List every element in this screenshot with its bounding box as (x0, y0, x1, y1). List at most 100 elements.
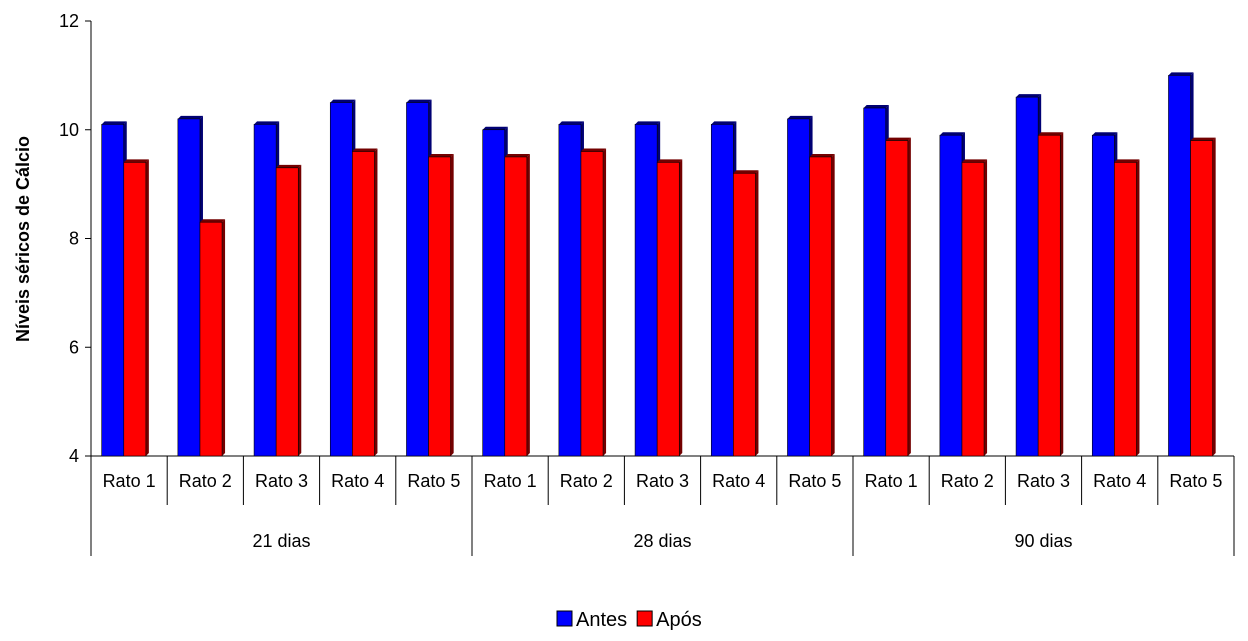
bar-apos (199, 221, 223, 457)
bar-antes (787, 118, 810, 457)
bar-shade-top (428, 153, 454, 157)
legend-swatch-antes (556, 610, 573, 627)
x-tick-label: Rato 4 (1093, 471, 1146, 491)
bar-shade-top (504, 153, 530, 157)
x-tick-label: Rato 3 (1017, 471, 1070, 491)
bar-shade (298, 164, 302, 456)
bar-shade-top (123, 159, 149, 163)
bar-shade (374, 148, 378, 456)
bar-shade (1060, 132, 1064, 456)
bar-antes (939, 134, 963, 457)
bar-antes (558, 124, 582, 457)
bar-shade (984, 159, 988, 456)
bar-apos (1114, 162, 1137, 457)
x-tick-label: Rato 1 (484, 471, 537, 491)
bar-shade-top (1168, 72, 1194, 76)
x-tick-label: Rato 5 (1169, 471, 1222, 491)
x-tick-label: Rato 2 (179, 471, 232, 491)
bar-shade-top (787, 115, 813, 119)
bar-shade-top (635, 121, 661, 125)
x-tick-label: Rato 4 (712, 471, 765, 491)
y-tick-label: 10 (59, 120, 79, 140)
x-tick-label: Rato 5 (407, 471, 460, 491)
bar-shade (831, 153, 835, 456)
bar-shade-top (580, 148, 607, 152)
bar-shade (222, 219, 226, 456)
bar-shade-top (863, 105, 889, 108)
x-tick-label: Rato 3 (636, 471, 689, 491)
bar-shade (450, 153, 454, 456)
bar-apos (733, 172, 756, 457)
x-tick-label: Rato 1 (865, 471, 918, 491)
bar-shade (907, 137, 911, 456)
bar-shade (145, 159, 149, 456)
bar-antes (482, 129, 506, 457)
bar-apos (809, 156, 832, 457)
y-tick-label: 4 (69, 446, 79, 466)
bar-shade (1212, 137, 1216, 456)
y-axis-label: Níveis séricos de Cálcio (13, 136, 33, 342)
bar-shade-top (1190, 137, 1216, 141)
bar-apos (123, 162, 147, 457)
bars (101, 72, 1216, 457)
bar-antes (710, 124, 734, 457)
legend-label: Antes (576, 609, 627, 631)
legend-label: Após (656, 609, 702, 631)
x-tick-label: Rato 5 (788, 471, 841, 491)
group-label: 28 dias (633, 531, 691, 551)
x-tick-label: Rato 3 (255, 471, 308, 491)
bar-shade-top (1092, 132, 1118, 136)
bar-shade-top (330, 99, 356, 103)
bar-antes (253, 124, 277, 457)
bar-antes (1015, 96, 1039, 457)
y-tick-label: 8 (69, 229, 79, 249)
bar-antes (329, 102, 353, 457)
x-tick-label: Rato 2 (560, 471, 613, 491)
bar-shade-top (733, 170, 759, 174)
legend: Antes Após (556, 609, 702, 631)
bar-antes (863, 107, 887, 457)
bar-shade-top (352, 148, 378, 152)
y-tick-label: 6 (69, 337, 79, 357)
bar-antes (1091, 134, 1115, 457)
bar-shade-top (1016, 94, 1042, 98)
bar-shade-top (1114, 159, 1140, 163)
bar-apos (885, 140, 909, 457)
bar-antes (406, 102, 429, 457)
x-tick-label: Rato 2 (941, 471, 994, 491)
bar-antes (1168, 75, 1191, 457)
bar-shade-top (939, 132, 965, 136)
bar-apos (1037, 134, 1061, 457)
legend-swatch-apos (636, 610, 653, 627)
group-label: 90 dias (1014, 531, 1072, 551)
bar-antes (101, 124, 125, 457)
bar-shade-top (711, 121, 737, 125)
bar-shade-top (885, 137, 911, 141)
y-tick-label: 12 (59, 11, 79, 31)
bar-shade-top (809, 153, 835, 157)
bar-shade (679, 159, 683, 456)
bar-shade-top (254, 121, 280, 125)
bar-apos (961, 162, 985, 457)
bar-shade-top (558, 121, 584, 125)
bar-shade-top (101, 121, 127, 125)
x-tick-label: Rato 1 (103, 471, 156, 491)
bar-apos (428, 156, 451, 457)
bar-apos (275, 167, 299, 457)
bar-apos (352, 151, 375, 457)
bar-antes (634, 124, 658, 457)
bar-apos (656, 162, 680, 457)
bar-shade-top (1038, 132, 1064, 136)
bar-shade-top (177, 115, 203, 119)
bar-shade-top (657, 159, 683, 163)
bar-shade-top (406, 99, 432, 103)
bar-shade (526, 153, 530, 456)
bar-shade (755, 170, 759, 456)
x-tick-label: Rato 4 (331, 471, 384, 491)
bar-shade (603, 148, 607, 456)
bar-shade (1136, 159, 1140, 456)
bar-apos (504, 156, 528, 457)
bar-shade-top (199, 219, 226, 223)
bar-apos (580, 151, 604, 457)
